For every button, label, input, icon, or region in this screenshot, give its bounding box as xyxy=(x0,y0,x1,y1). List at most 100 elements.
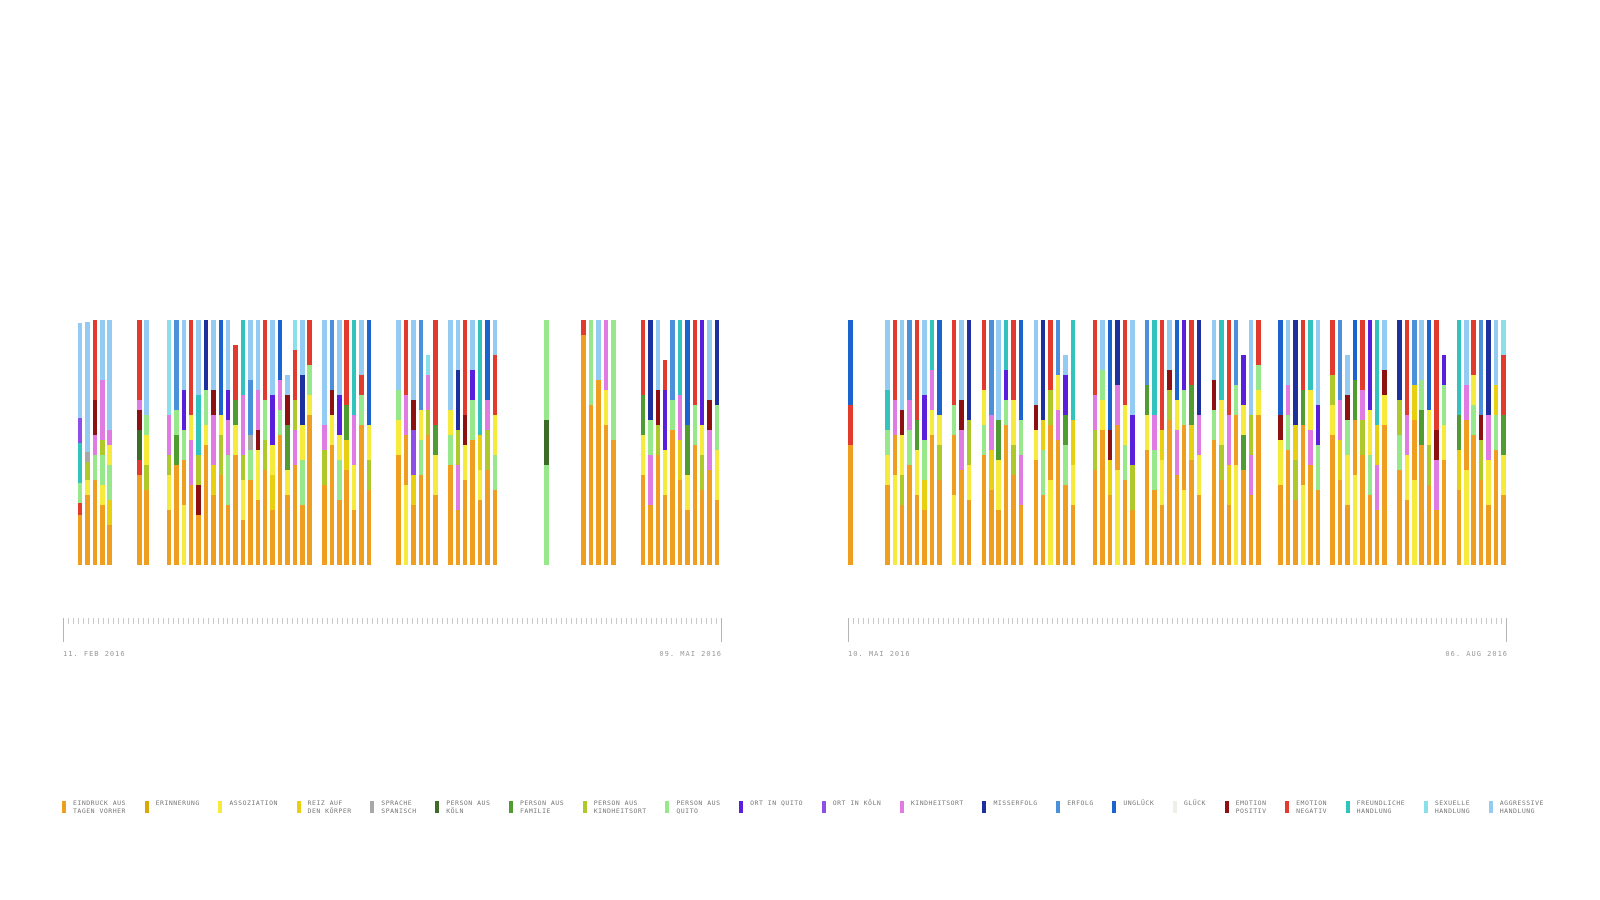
bar-segment xyxy=(1278,320,1283,415)
bar-segment xyxy=(92,435,98,455)
timeline-tick xyxy=(1356,618,1358,624)
legend-item: GLÜCK xyxy=(1172,799,1206,813)
timeline-tick xyxy=(1391,618,1393,624)
bar-segment xyxy=(322,320,327,425)
bar-segment xyxy=(1426,445,1432,485)
legend-swatch xyxy=(982,800,987,813)
bar-segment xyxy=(677,395,683,440)
bar-segment xyxy=(714,320,720,405)
day-bar xyxy=(1241,355,1246,565)
timeline-end-tick xyxy=(848,618,849,642)
day-slot xyxy=(77,318,85,565)
day-bar xyxy=(959,320,964,565)
day-slot xyxy=(848,318,855,565)
bar-segment xyxy=(1189,385,1194,425)
bar-segment xyxy=(1285,385,1291,415)
timeline-tick xyxy=(367,618,369,624)
bar-segment xyxy=(329,320,335,390)
timeline-tick xyxy=(666,618,668,624)
legend-swatch xyxy=(582,800,587,813)
day-slot xyxy=(1397,318,1404,565)
timeline-tick xyxy=(1406,618,1408,624)
bar-segment xyxy=(1367,495,1373,565)
bar-segment xyxy=(418,440,423,475)
day-slot xyxy=(951,318,959,565)
timeline-tick xyxy=(202,618,204,624)
timeline-tick xyxy=(337,618,339,624)
timeline-tick xyxy=(1132,618,1134,624)
bar-segment xyxy=(203,320,209,390)
timeline-tick xyxy=(1191,618,1193,624)
timeline-tick xyxy=(641,618,643,624)
day-bar xyxy=(981,320,987,565)
day-slot xyxy=(1115,318,1122,565)
timeline-tick xyxy=(661,618,663,624)
day-bar xyxy=(477,320,483,565)
bar-segment xyxy=(470,400,475,440)
timeline-tick xyxy=(466,618,468,624)
timeline-tick xyxy=(456,618,458,624)
bar-segment xyxy=(1159,430,1165,460)
timeline-tick xyxy=(257,618,259,624)
bar-segment xyxy=(707,400,712,430)
legend-swatch xyxy=(1224,800,1229,813)
bar-segment xyxy=(596,320,601,380)
timeline-tick xyxy=(436,618,438,624)
bar-segment xyxy=(225,420,231,455)
day-slot xyxy=(262,318,270,565)
bar-segment xyxy=(899,505,905,565)
day-slot xyxy=(462,318,470,565)
timeline-tick xyxy=(715,618,717,624)
bar-segment xyxy=(396,455,401,565)
day-slot xyxy=(596,318,603,565)
bar-segment xyxy=(137,475,142,565)
bar-segment xyxy=(137,320,142,400)
bar-segment xyxy=(1278,415,1283,440)
bar-segment xyxy=(107,465,112,500)
bar-segment xyxy=(107,320,112,430)
bar-segment xyxy=(1241,355,1246,405)
bar-segment xyxy=(1033,460,1039,565)
day-slot xyxy=(537,318,544,565)
timeline-tick xyxy=(596,618,598,624)
timeline-dates-right: 10. MAI 2016 06. AUG 2016 xyxy=(848,650,1508,658)
timeline-dates-left: 11. FEB 2016 09. MAI 2016 xyxy=(63,650,722,658)
day-slot xyxy=(366,318,374,565)
day-slot xyxy=(92,318,100,565)
day-bar xyxy=(1107,320,1113,565)
bar-segment xyxy=(640,475,646,565)
day-slot xyxy=(240,318,248,565)
bar-segment xyxy=(181,460,186,505)
timeline-tick xyxy=(232,618,234,624)
bar-segment xyxy=(937,445,942,480)
bar-segment xyxy=(699,320,705,425)
timeline-tick xyxy=(551,618,553,624)
timeline-tick xyxy=(386,618,388,624)
day-bar xyxy=(1456,320,1462,565)
timeline-tick xyxy=(1261,618,1263,624)
bar-segment xyxy=(403,320,409,395)
bar-segment xyxy=(1330,435,1335,565)
bar-segment xyxy=(1219,445,1224,480)
bar-segment xyxy=(655,320,660,390)
timeline-tick xyxy=(476,618,478,624)
day-slot xyxy=(1003,318,1011,565)
bar-segment xyxy=(1033,405,1039,430)
bar-segment xyxy=(1040,450,1046,495)
day-slot xyxy=(425,318,433,565)
timeline-left: 11. FEB 2016 09. MAI 2016 xyxy=(63,618,722,658)
bar-segment xyxy=(544,420,549,465)
bar-segment xyxy=(329,415,335,445)
timeline-tick xyxy=(705,618,707,624)
day-slot xyxy=(152,318,159,565)
timeline-tick xyxy=(1147,618,1149,624)
day-slot xyxy=(574,318,581,565)
timeline-tick xyxy=(897,618,899,624)
timeline-tick xyxy=(1226,618,1228,624)
timeline-tick xyxy=(902,618,904,624)
timeline-tick xyxy=(1326,618,1328,624)
bar-segment xyxy=(166,415,172,455)
bar-segment xyxy=(240,480,246,520)
bar-segment xyxy=(1493,320,1499,385)
timeline-tick xyxy=(332,618,334,624)
